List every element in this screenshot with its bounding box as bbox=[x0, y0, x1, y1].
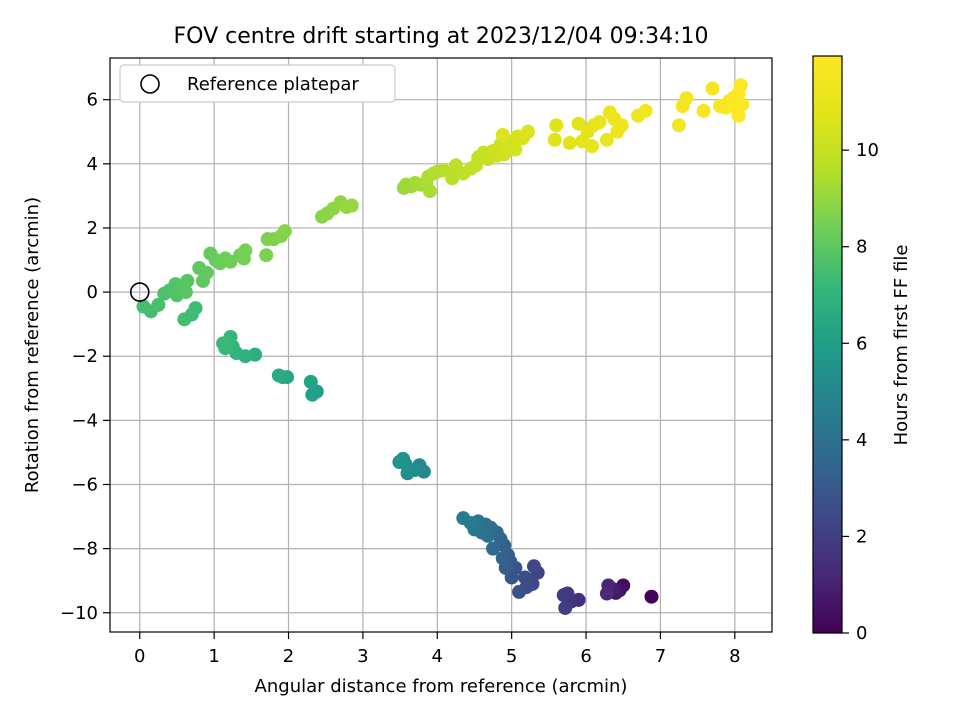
chart-title: FOV centre drift starting at 2023/12/04 … bbox=[174, 24, 709, 49]
scatter-point bbox=[199, 265, 214, 280]
x-tick-label: 2 bbox=[283, 646, 294, 667]
y-tick-label: 6 bbox=[87, 90, 98, 111]
scatter-point bbox=[592, 115, 607, 130]
scatter-point bbox=[216, 336, 231, 351]
scatter-point bbox=[259, 248, 274, 263]
colorbar-ticks: 0 2 4 6 8 10 bbox=[842, 140, 879, 644]
x-tick-label: 6 bbox=[580, 646, 591, 667]
y-tick-label: −8 bbox=[71, 539, 98, 560]
scatter-point bbox=[672, 118, 687, 133]
x-tick-label: 5 bbox=[506, 646, 517, 667]
x-tick-label: 3 bbox=[357, 646, 368, 667]
y-tick-label: −6 bbox=[71, 474, 98, 495]
scatter-point bbox=[177, 312, 192, 327]
scatter-point bbox=[344, 198, 359, 213]
scatter-point bbox=[495, 551, 510, 566]
scatter-point bbox=[599, 132, 614, 147]
scatter-point bbox=[547, 132, 562, 147]
scatter-point bbox=[392, 455, 407, 470]
x-tick-label: 1 bbox=[208, 646, 219, 667]
colorbar-label: Hours from first FF file bbox=[891, 245, 912, 446]
scatter-point bbox=[599, 586, 614, 601]
legend-label-reference: Reference platepar bbox=[187, 74, 359, 95]
scatter-point bbox=[305, 387, 320, 402]
scatter-point bbox=[571, 116, 586, 131]
scatter-point bbox=[735, 97, 750, 112]
scatter-point bbox=[508, 142, 523, 157]
scatter-point bbox=[518, 570, 533, 585]
colorbar-gradient bbox=[812, 55, 843, 634]
axis-ticks: 0 1 2 3 4 5 6 7 8 −10 −8 −6 −4 −2 0 2 4 6 bbox=[60, 90, 741, 667]
scatter-point bbox=[556, 588, 571, 603]
scatter-point bbox=[549, 118, 564, 133]
legend-box bbox=[119, 64, 396, 103]
scatter-point bbox=[521, 124, 536, 139]
scatter-points bbox=[136, 78, 750, 615]
reference-platepar-marker bbox=[129, 282, 150, 302]
scatter-point bbox=[584, 139, 599, 154]
scatter-point bbox=[303, 374, 318, 389]
scatter-point bbox=[151, 297, 166, 312]
scatter-point bbox=[638, 103, 653, 118]
x-tick-label: 0 bbox=[134, 646, 145, 667]
colorbar-tick-label: 10 bbox=[856, 140, 879, 161]
scatter-point bbox=[614, 118, 629, 133]
scatter-point bbox=[696, 103, 711, 118]
scatter-point bbox=[178, 285, 193, 300]
scatter-point bbox=[644, 589, 659, 604]
scatter-point bbox=[180, 273, 195, 288]
colorbar-tick-label: 4 bbox=[856, 430, 867, 451]
colorbar: 0 2 4 6 8 10 Hours from first FF file bbox=[812, 55, 912, 644]
scatter-point bbox=[277, 224, 292, 239]
colorbar-tick-label: 0 bbox=[856, 623, 867, 644]
x-tick-label: 7 bbox=[655, 646, 666, 667]
y-tick-label: 2 bbox=[87, 218, 98, 239]
colorbar-tick-label: 2 bbox=[856, 526, 867, 547]
scatter-point bbox=[526, 559, 541, 574]
scatter-point bbox=[445, 171, 460, 186]
scatter-point bbox=[731, 108, 746, 123]
legend-marker-reference bbox=[140, 74, 160, 94]
scatter-point bbox=[271, 368, 286, 383]
scatter-point bbox=[733, 78, 748, 93]
y-tick-label: −2 bbox=[71, 346, 98, 367]
x-tick-label: 4 bbox=[432, 646, 443, 667]
plot-background bbox=[110, 58, 772, 632]
colorbar-tick-label: 8 bbox=[856, 237, 867, 258]
plot-area: 0 1 2 3 4 5 6 7 8 −10 −8 −6 −4 −2 0 2 4 6 bbox=[60, 57, 773, 667]
scatter-point bbox=[486, 541, 501, 556]
y-tick-label: −10 bbox=[60, 603, 98, 624]
scatter-point bbox=[558, 600, 573, 615]
plot-frame bbox=[109, 57, 773, 633]
scatter-point bbox=[512, 584, 527, 599]
x-tick-label: 8 bbox=[729, 646, 740, 667]
legend: Reference platepar bbox=[119, 64, 396, 103]
y-tick-label: 0 bbox=[87, 282, 98, 303]
y-tick-label: 4 bbox=[87, 154, 98, 175]
scatter-point bbox=[679, 91, 694, 106]
scatter-point bbox=[456, 511, 471, 526]
scatter-point bbox=[238, 243, 253, 258]
scatter-point bbox=[562, 135, 577, 150]
x-axis-label: Angular distance from reference (arcmin) bbox=[255, 676, 628, 697]
scatter-point bbox=[422, 184, 437, 199]
scatter-point bbox=[136, 299, 151, 314]
colorbar-tick-label: 6 bbox=[856, 333, 867, 354]
y-tick-label: −4 bbox=[71, 410, 98, 431]
scatter-point bbox=[705, 81, 720, 96]
scatter-point bbox=[495, 127, 510, 142]
y-axis-label: Rotation from reference (arcmin) bbox=[22, 197, 43, 493]
